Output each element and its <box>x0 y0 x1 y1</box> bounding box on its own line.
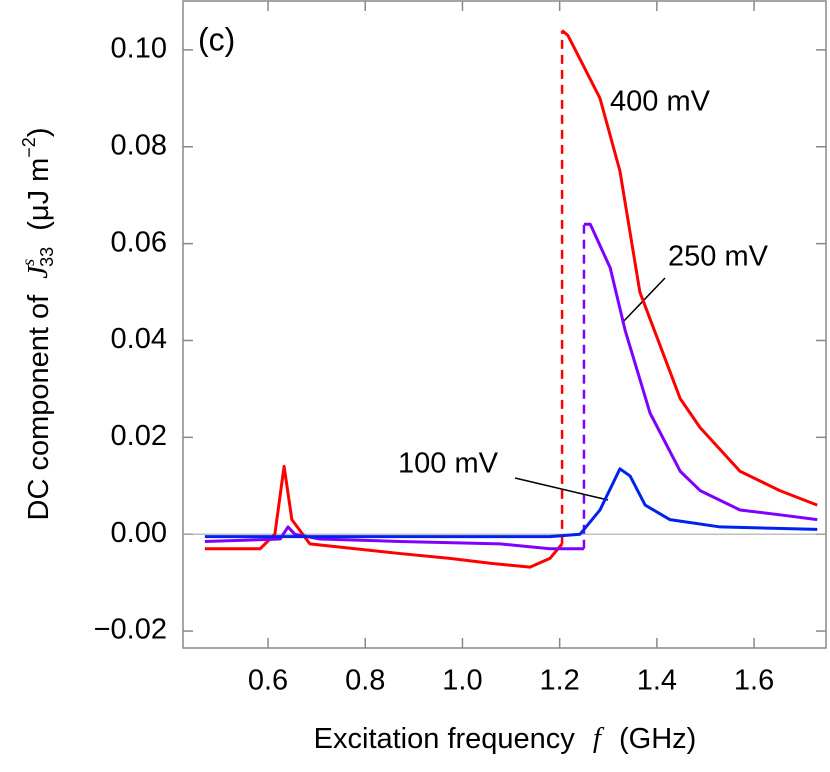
y-tick-label: 0.10 <box>111 33 167 65</box>
series-label: 250 mV <box>668 241 769 273</box>
y-tick-label: 0.04 <box>111 323 167 355</box>
y-tick-label: 0.06 <box>111 226 167 258</box>
series-line <box>583 222 818 522</box>
series-label: 400 mV <box>610 86 711 118</box>
series-label: 100 mV <box>398 448 499 480</box>
y-tick-label: −0.02 <box>94 614 167 646</box>
x-tick-label: 0.6 <box>248 665 288 697</box>
series-line <box>204 525 584 551</box>
panel-label: (c) <box>198 21 235 57</box>
y-tick-label: 0.08 <box>111 129 167 161</box>
leader-line <box>514 477 609 501</box>
y-tick-label: 0.00 <box>111 517 167 549</box>
y-axis-label: DC component of Js33 (μJ m−2) <box>18 127 63 520</box>
x-tick-label: 1.0 <box>442 665 482 697</box>
x-tick-label: 0.8 <box>345 665 385 697</box>
x-tick-label: 1.2 <box>539 665 579 697</box>
x-tick-label: 1.4 <box>637 665 677 697</box>
x-axis-label: Excitation frequency f (GHz) <box>314 722 697 755</box>
x-tick-label: 1.6 <box>734 665 774 697</box>
plot-frame <box>182 0 827 649</box>
series-line <box>204 467 818 539</box>
series-line <box>561 29 818 507</box>
y-tick-label: 0.02 <box>111 420 167 452</box>
series-line <box>204 464 564 569</box>
